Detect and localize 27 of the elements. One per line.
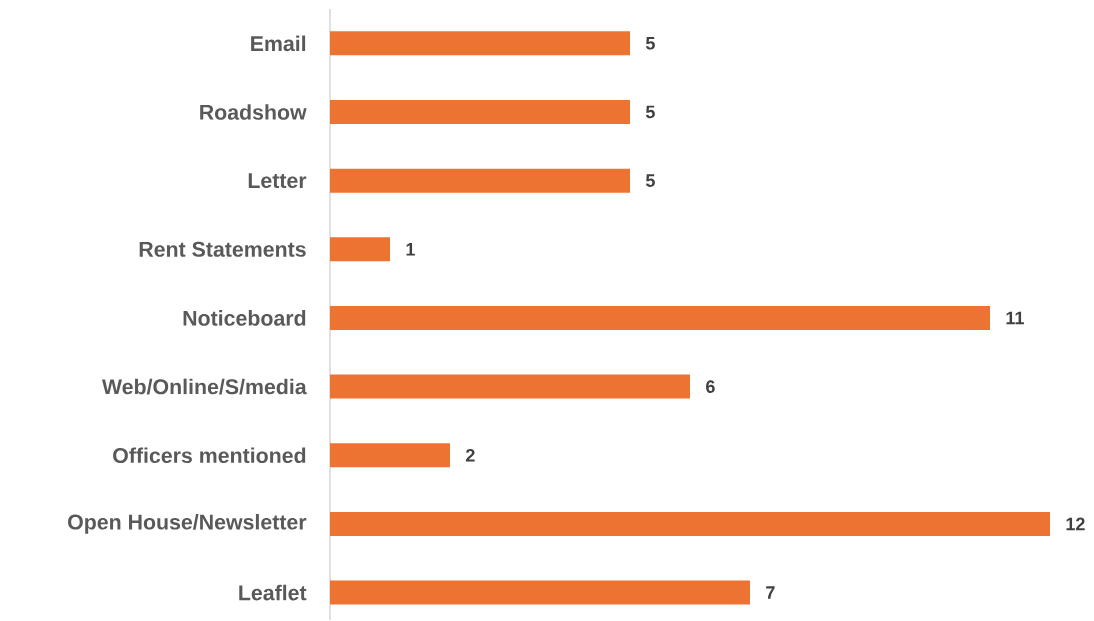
- y-tick-label: Noticeboard: [183, 310, 306, 326]
- bar: [330, 374, 691, 399]
- y-tick-label: Officers mentioned: [113, 447, 306, 464]
- data-label: 5: [645, 174, 655, 187]
- bar: [330, 31, 631, 56]
- bar: [330, 168, 631, 193]
- y-tick-label: Web/Online/S/media: [101, 378, 307, 395]
- data-label: 7: [766, 586, 775, 599]
- y-tick-label: Open House/Newsletter: [68, 513, 307, 534]
- bar: [330, 580, 751, 605]
- y-tick-label: Email: [251, 35, 306, 52]
- data-label: 2: [466, 448, 475, 462]
- data-label: 1: [406, 243, 415, 256]
- y-tick-label: Letter: [248, 173, 307, 189]
- bar: [330, 305, 991, 330]
- data-label: 5: [645, 105, 655, 119]
- data-label: 11: [1006, 311, 1024, 325]
- y-tick-label: Roadshow: [200, 104, 307, 120]
- bar: [330, 237, 391, 262]
- bar: [330, 443, 451, 468]
- bar: [330, 99, 631, 124]
- y-tick-label: Leaflet: [239, 584, 307, 601]
- y-tick-label: Rent Statements: [139, 241, 306, 257]
- data-label: 12: [1066, 517, 1085, 531]
- data-label: 6: [706, 380, 715, 393]
- data-label: 5: [645, 37, 655, 50]
- bar: [330, 511, 1051, 536]
